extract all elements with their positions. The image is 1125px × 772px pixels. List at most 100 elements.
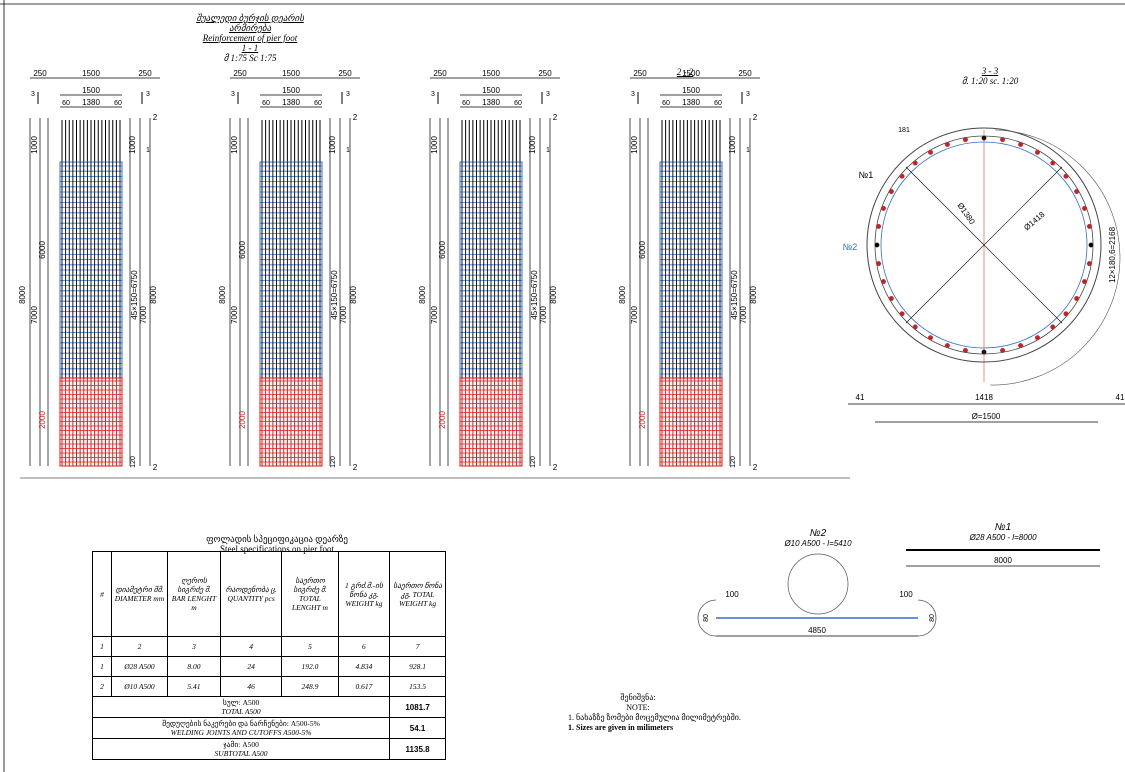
bar-1-length: 8000 [994, 556, 1012, 565]
cut-mark-2: 2 [553, 463, 558, 472]
spec-cell: 4.834 [337, 656, 391, 677]
dimension-text: 45×150=6750 [530, 270, 539, 320]
rebar-dot [944, 343, 950, 349]
dimension-text: 41 [1116, 393, 1125, 402]
rebar-dot [1050, 324, 1056, 330]
spec-header: საერთო სიგრძე მ. TOTAL LENGHT m [281, 551, 339, 637]
dimension-text: 250 [538, 69, 552, 78]
dimension-text: 8000 [418, 286, 427, 304]
rebar-dot [1018, 141, 1024, 147]
bar-hook [697, 599, 717, 637]
bar-1-subtitle: Ø28 A500 - l=8000 [968, 533, 1037, 542]
dimension-text: 6000 [638, 241, 647, 259]
total-label: სულ: A500 TOTAL A500 [91, 696, 391, 718]
spec-header: 1 გრძ.მ.-ის წონა კგ. WEIGHT kg [337, 551, 391, 637]
dimension-text: 60 [262, 100, 270, 107]
dimension-text: 1000 [528, 136, 537, 154]
dimension-text: 45×150=6750 [330, 270, 339, 320]
note-block: შენიშვნა: NOTE: 1. ნახაზზე ზომები მოცემუ… [568, 693, 808, 733]
dimension-text: 1380 [82, 98, 100, 107]
dimension-text: 8000 [618, 286, 627, 304]
rebar-dot [928, 149, 934, 155]
total-row: სულ: A500 TOTAL A500 1081.7 [91, 696, 446, 718]
note-title-ka: შენიშვნა: [620, 693, 656, 702]
rebar-dot [1000, 347, 1006, 353]
cut-mark-1: 1 [146, 147, 150, 154]
rebar-dot [880, 279, 886, 285]
dimension-text: 6000 [38, 241, 47, 259]
cut-mark-2: 2 [153, 113, 158, 122]
dimension-text: 7000 [30, 306, 39, 324]
note-line-ka: 1. ნახაზზე ზომები მოცემულია მილიმეტრებში… [568, 713, 741, 722]
bar-1-title: №1 [995, 522, 1011, 533]
rebar-dot [899, 311, 905, 317]
dimension-text: 7000 [139, 306, 148, 324]
rebar-dot [1050, 160, 1056, 166]
dimension-text: 1000 [328, 136, 337, 154]
subtotal-label: ჯამი: A500 SUBTOTAL A500 [91, 738, 391, 760]
rebar-dot [1063, 311, 1069, 317]
bar-2-hook-dim: 100 [899, 590, 913, 599]
dimension-text: 60 [314, 100, 322, 107]
dimension-text: 1500 [282, 86, 300, 95]
dimension-text: 45×150=6750 [130, 270, 139, 320]
dimension-text: 250 [338, 69, 352, 78]
spec-cell: Ø28 A500 [111, 656, 168, 677]
spec-header: ღეროს სიგრძე მ. BAR LENGHT m [166, 551, 222, 637]
dimension-text: 250 [433, 69, 447, 78]
cut-mark-3: 3 [31, 91, 35, 98]
rebar-dot [888, 188, 894, 194]
dimension-text: 7000 [539, 306, 548, 324]
dimension-text: 7000 [230, 306, 239, 324]
section-3-3: Ø1380 Ø1418 12×180,6=2168 181 №1 №2 41 1418 41 Ø=… [843, 127, 1125, 423]
dimension-text: 8000 [749, 286, 758, 304]
cut-mark-1: 1 [346, 147, 350, 154]
rebar-dot [1086, 223, 1092, 229]
bar-1-label: №1 [859, 170, 874, 180]
cut-mark-2: 2 [553, 113, 558, 122]
cut-mark-2: 2 [353, 113, 358, 122]
rebar-dot [876, 261, 882, 267]
dimension-text: 41 [856, 393, 865, 402]
rebar-dot [1074, 296, 1080, 302]
spec-cell: 24 [220, 656, 283, 677]
table-row: 2 Ø10 A500 5.41 46 248.9 0.617 153.5 [92, 676, 446, 697]
cut-mark-3: 3 [746, 91, 750, 98]
subtotal-row: ჯამი: A500 SUBTOTAL A500 1135.8 [91, 738, 446, 760]
dimension-text: 45×150=6750 [730, 270, 739, 320]
spec-cell: 46 [220, 676, 283, 697]
spec-title-en: Steel specifications on pier foot [220, 544, 334, 554]
rebar-dot [1034, 335, 1040, 341]
spec-cell: 6 [337, 636, 391, 657]
dimension-text: 1500 [682, 69, 700, 78]
dimension-text: 6000 [438, 241, 447, 259]
dimension-text: 250 [633, 69, 647, 78]
rebar-dot [1063, 173, 1069, 179]
dimension-text: 1500 [482, 86, 500, 95]
dimension-text: 8000 [549, 286, 558, 304]
pier-elevation-1: 250 1500 250 1500 60 1380 60 3 3 8000 1000 6000 7000… [18, 69, 160, 472]
note-line-en: 1. Sizes are given in milimeters [568, 723, 674, 732]
dimension-text: 1380 [482, 98, 500, 107]
rebar-dot [962, 137, 968, 143]
spec-header: # [92, 551, 112, 637]
dimension-text: 60 [514, 100, 522, 107]
rebar-dot [899, 173, 905, 179]
rebar-dot [1086, 261, 1092, 267]
rebar-dot [888, 296, 894, 302]
dimension-text: 8000 [149, 286, 158, 304]
dimension-text: 7000 [430, 306, 439, 324]
dimension-text: 120 [130, 456, 137, 468]
dimension-text: 8000 [18, 286, 27, 304]
bar-2-end-dim: 80 [703, 614, 710, 622]
weld-label: შედუღების ნაკერები და ნარჩენები: A500-5%… [91, 717, 391, 739]
dimension-text: 60 [662, 100, 670, 107]
spec-cell: 0.617 [337, 676, 391, 697]
cut-mark-2: 2 [753, 113, 758, 122]
title-ka: შუალედი ბურჯის დეარის არმირება [196, 13, 304, 33]
dimension-text: 2000 [638, 411, 647, 429]
scale-label: მ 1:75 Sc 1:75 [223, 53, 277, 63]
bar-2-subtitle: Ø10 A500 - l=5410 [783, 539, 852, 548]
